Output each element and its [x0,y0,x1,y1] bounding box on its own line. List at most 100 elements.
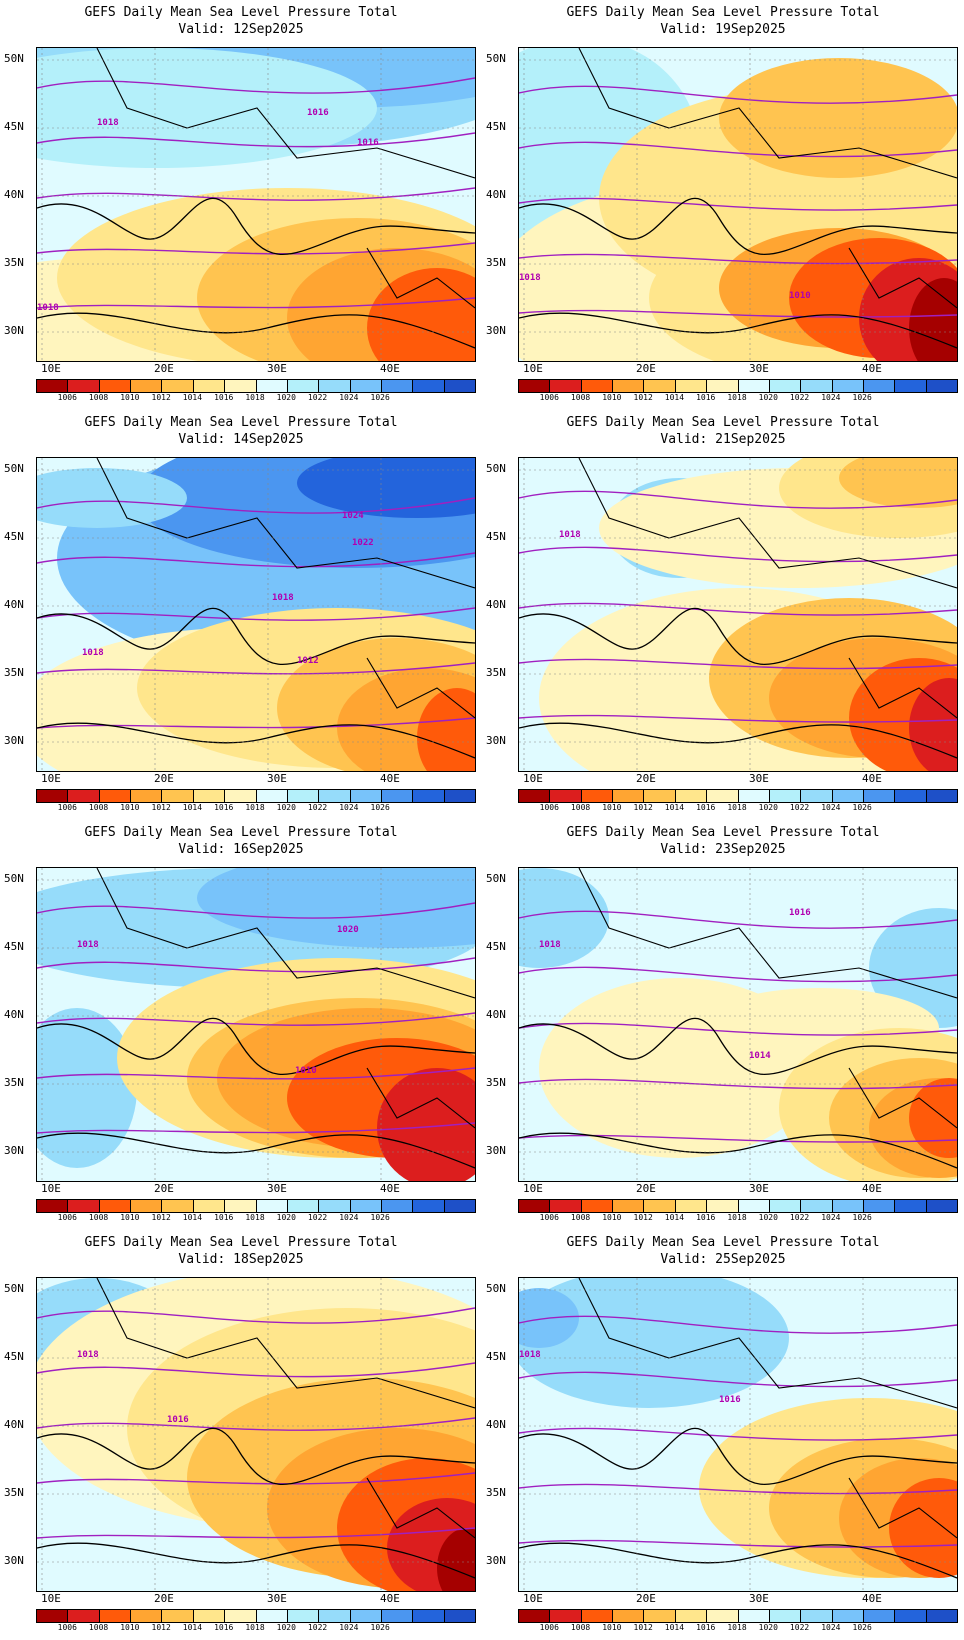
latitude-label: 35N [486,256,506,269]
colorbar-label: 1020 [276,1213,296,1222]
coastline [37,197,475,255]
map-panel: GEFS Daily Mean Sea Level Pressure Total… [0,1230,482,1640]
coastline [37,1017,475,1075]
colorbar-label: 1024 [821,393,841,402]
isobar-line [519,910,957,929]
country-border [366,1067,475,1129]
coastline [37,1427,475,1485]
colorbar-swatch [37,790,69,802]
latitude-label: 40N [4,598,24,611]
colorbar-label: 1018 [727,803,747,812]
colorbar-label: 1014 [664,1623,685,1632]
panel-title: GEFS Daily Mean Sea Level Pressure Total [566,415,880,430]
country-border [578,868,957,999]
longitude-label: 10E [41,772,61,785]
isobar-line [37,1307,475,1324]
isobar-line [519,966,957,983]
colorbar-swatch [256,790,288,802]
latitude-label: 35N [486,666,506,679]
latitude-label: 45N [486,530,506,543]
colorbar-swatch [801,1200,833,1212]
pressure-field-shading [909,1078,957,1158]
colorbar-label: 1012 [633,1623,653,1632]
pressure-map: 1020 1018 1010 [36,867,476,1182]
colorbar-label: 1006 [539,1623,559,1632]
colorbar-label: 1026 [370,803,390,812]
pressure-field-shading [377,1068,475,1181]
coastline [519,312,957,349]
country-border [578,48,957,179]
colorbar-label: 1020 [276,393,296,402]
isobar-line [37,1122,475,1134]
coastline [519,722,957,759]
pressure-field-shading [909,678,957,771]
colorbar-swatch [644,1200,676,1212]
isobar-line [519,546,957,563]
colorbar-swatch [926,380,958,392]
latitude-label: 45N [4,1350,24,1363]
map-panel: GEFS Daily Mean Sea Level Pressure Total… [482,0,964,410]
map-panel: GEFS Daily Mean Sea Level Pressure Total… [482,1230,964,1640]
isobar-label: 1018 [272,593,294,603]
latitude-label: 50N [4,872,24,885]
colorbar-label: 1016 [696,1623,716,1632]
colorbar-label: 1006 [57,393,77,402]
colorbar-label: 1012 [633,393,653,402]
colorbar-swatch [99,790,132,802]
longitude-label: 10E [523,1592,543,1605]
colorbar-swatch [926,1200,958,1212]
isobar-label: 1018 [82,648,104,658]
colorbar-swatch [99,1610,132,1622]
colorbar-label: 1014 [664,803,685,812]
isobar-line [37,187,475,201]
isobar-line [37,1417,475,1431]
latitude-label: 40N [4,188,24,201]
longitude-label: 40E [380,1592,400,1605]
isobar-label: 1016 [719,1395,741,1405]
colorbar-swatch [769,1610,802,1622]
country-border [96,1278,475,1409]
colorbar-swatch [68,790,100,802]
latitude-label: 40N [4,1008,24,1021]
panel-valid-date: Valid: 23Sep2025 [660,842,786,857]
colorbar-swatch [319,790,351,802]
pressure-colorbar [36,1199,476,1213]
country-border [578,1278,957,1409]
latitude-label: 40N [486,598,506,611]
colorbar-swatch [895,380,927,392]
country-border [848,1067,957,1129]
colorbar-swatch [707,790,739,802]
colorbar-swatch [225,790,257,802]
colorbar-swatch [863,790,896,802]
panel-title: GEFS Daily Mean Sea Level Pressure Total [566,1235,880,1250]
colorbar-swatch [131,1610,163,1622]
isobar-line [519,1078,957,1090]
colorbar-label: 1008 [570,803,591,812]
colorbar-swatch [863,1200,896,1212]
colorbar-swatch [675,1610,708,1622]
latitude-label: 40N [486,188,506,201]
colorbar-label: 1024 [339,393,359,402]
isobar-line [519,309,957,318]
colorbar-swatch [131,1200,163,1212]
isobar-line [37,552,475,568]
isobar-line [37,497,475,514]
pressure-map: 1018 [518,457,958,772]
colorbar-label: 1010 [602,1213,622,1222]
colorbar-swatch [193,380,226,392]
pressure-map: 1018 1016 [518,1277,958,1592]
colorbar-swatch [675,790,708,802]
isobar-line [519,1134,957,1143]
colorbar-swatch [225,1610,257,1622]
coastline [519,1017,957,1075]
colorbar-swatch [832,380,864,392]
colorbar-label: 1022 [307,1623,328,1632]
latitude-label: 35N [4,1076,24,1089]
colorbar-label: 1018 [245,393,265,402]
colorbar-swatch [863,380,896,392]
latitude-label: 30N [4,734,24,747]
colorbar-swatch [68,1610,100,1622]
colorbar-label: 1022 [307,393,328,402]
colorbar-label: 1016 [696,1213,716,1222]
latitude-label: 35N [486,1076,506,1089]
